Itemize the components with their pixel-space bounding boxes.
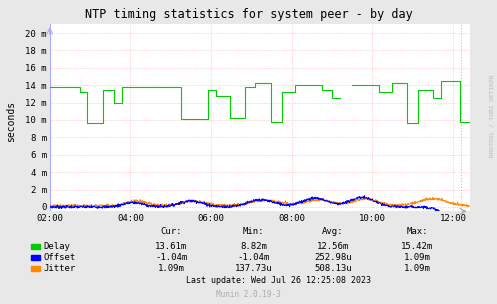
Text: Avg:: Avg: <box>322 227 344 236</box>
Text: -1.04m: -1.04m <box>238 253 269 262</box>
Text: Jitter: Jitter <box>44 264 76 273</box>
Text: Min:: Min: <box>243 227 264 236</box>
Text: 252.98u: 252.98u <box>314 253 352 262</box>
Text: 13.61m: 13.61m <box>156 242 187 251</box>
Text: seconds: seconds <box>6 101 16 142</box>
Text: 508.13u: 508.13u <box>314 264 352 273</box>
Text: -1.04m: -1.04m <box>156 253 187 262</box>
Text: 1.09m: 1.09m <box>158 264 185 273</box>
Text: Delay: Delay <box>44 242 71 251</box>
Text: Munin 2.0.19-3: Munin 2.0.19-3 <box>216 290 281 299</box>
Text: 12.56m: 12.56m <box>317 242 349 251</box>
Text: Last update: Wed Jul 26 12:25:08 2023: Last update: Wed Jul 26 12:25:08 2023 <box>186 276 371 285</box>
Text: 1.09m: 1.09m <box>404 253 431 262</box>
Text: Cur:: Cur: <box>161 227 182 236</box>
Text: Max:: Max: <box>407 227 428 236</box>
Text: 8.82m: 8.82m <box>240 242 267 251</box>
Text: Offset: Offset <box>44 253 76 262</box>
Text: 1.09m: 1.09m <box>404 264 431 273</box>
Text: 15.42m: 15.42m <box>402 242 433 251</box>
Text: NTP timing statistics for system peer - by day: NTP timing statistics for system peer - … <box>84 8 413 21</box>
Text: 137.73u: 137.73u <box>235 264 272 273</box>
Text: RRDTOOL / TOBI OETIKER: RRDTOOL / TOBI OETIKER <box>490 74 495 157</box>
